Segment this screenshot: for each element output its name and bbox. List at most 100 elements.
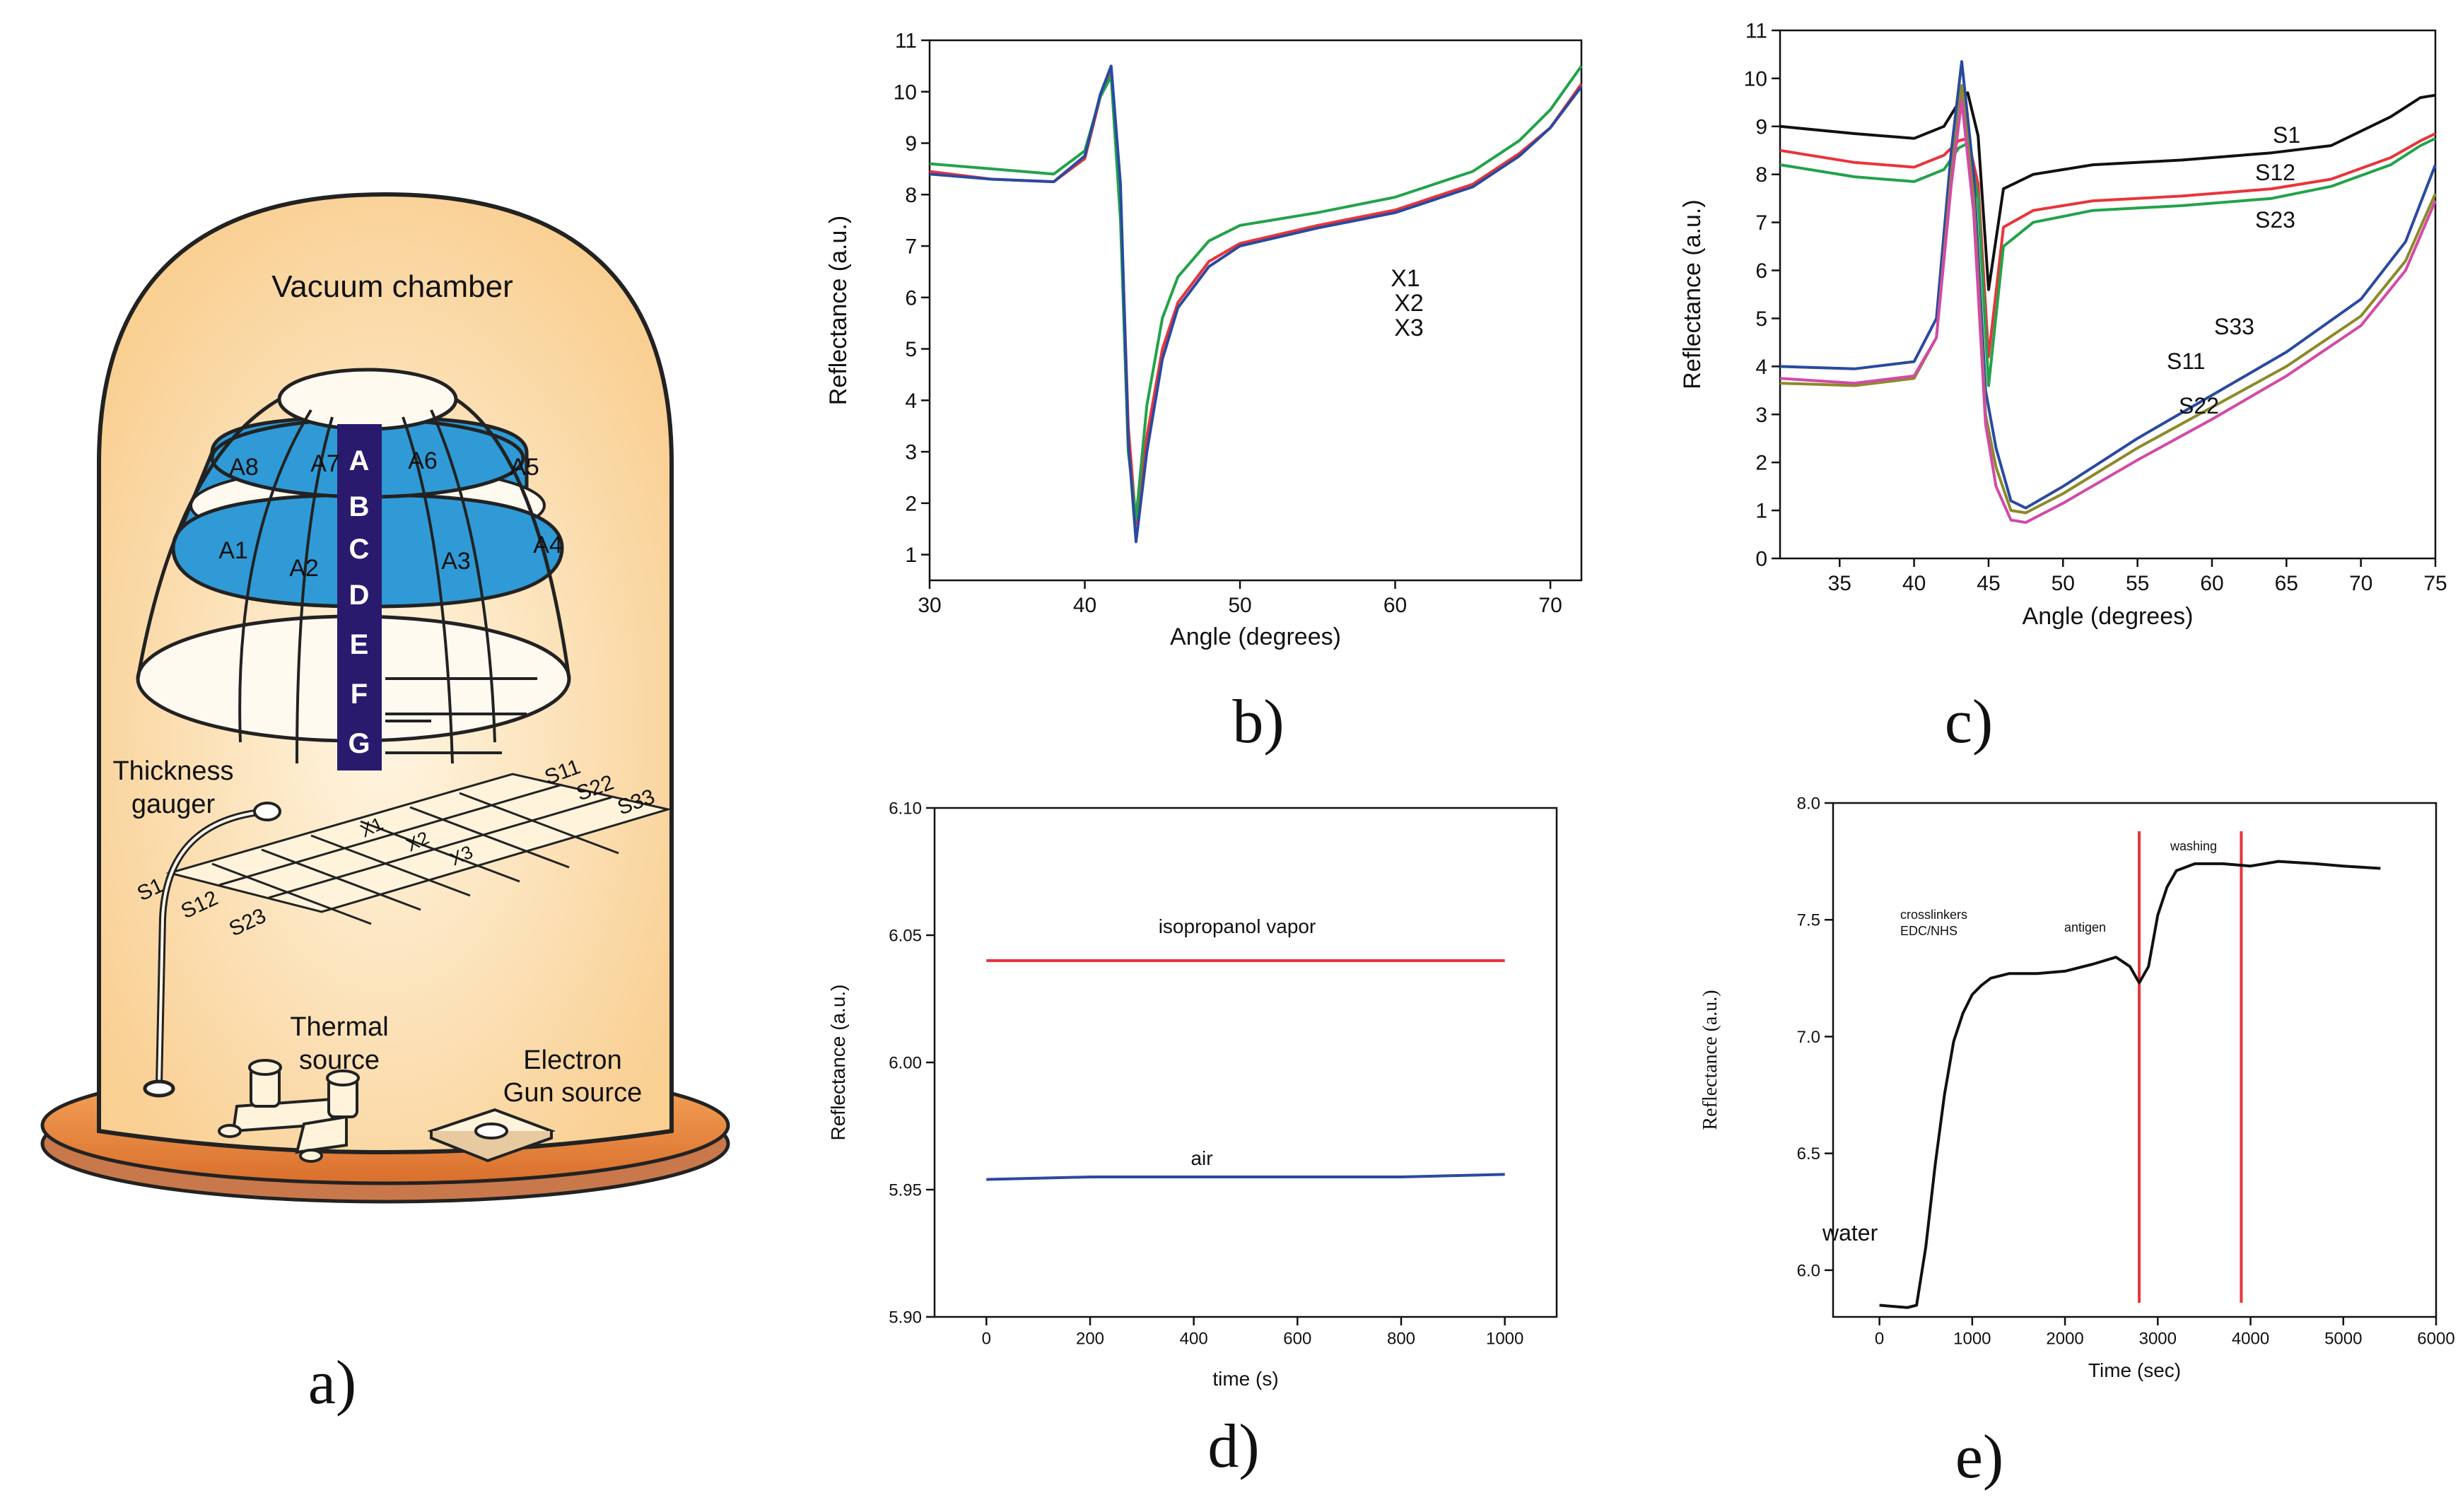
electron-gun-label-1: Electron xyxy=(523,1045,621,1075)
annotation-water: water xyxy=(1822,1220,1878,1246)
dome-lower-grid xyxy=(385,677,537,754)
y-tick-label: 7.0 xyxy=(1797,1028,1820,1047)
legend-s12: S12 xyxy=(2255,160,2295,185)
zone-f-label: F xyxy=(351,679,368,710)
x-tick-label: 5000 xyxy=(2324,1329,2362,1348)
thermal-source-label-1: Thermal xyxy=(290,1012,388,1042)
series-line-x3 xyxy=(929,64,1583,544)
series-line-x1 xyxy=(929,67,1583,525)
chart-c-legend: S1 S12 S23 S33 S11 S22 xyxy=(2167,122,2300,418)
y-tick-label: 11 xyxy=(1745,20,1767,43)
caption-b: b) xyxy=(1232,688,1284,756)
zone-g-label: G xyxy=(348,728,370,759)
zone-letters: A B C D E F G xyxy=(348,445,370,759)
y-axis-title: Reflectance (a.u.) xyxy=(825,216,852,405)
x-tick-label: 60 xyxy=(2200,572,2223,595)
y-tick-label: 10 xyxy=(894,81,917,104)
series-line-s33 xyxy=(1779,84,2437,515)
sector-a1-label: A1 xyxy=(218,537,248,564)
series-line-s23 xyxy=(1779,136,2436,387)
y-tick-label: 8.0 xyxy=(1797,794,1820,813)
caption-a: a) xyxy=(308,1349,356,1417)
x-tick-label: 200 xyxy=(1076,1329,1104,1348)
annotation-edc-nhs: EDC/NHS xyxy=(1900,924,1957,938)
series-line-s11 xyxy=(1779,60,2437,510)
legend-x1: X1 xyxy=(1391,265,1420,292)
chamber-label: Vacuum chamber xyxy=(271,269,513,304)
x-tick-label: 50 xyxy=(1228,594,1251,617)
caption-c: c) xyxy=(1945,688,1993,756)
y-tick-label: 6 xyxy=(1755,259,1767,283)
x-tick-label: 65 xyxy=(2275,572,2298,595)
chart-d: 0 200 400 600 800 1000 5.90 5.95 6.00 6.05 6.10 tim… xyxy=(827,799,1558,1390)
y-tick-label: 5.95 xyxy=(889,1180,922,1200)
sector-a8-label: A8 xyxy=(229,454,259,481)
thermal-source-icon xyxy=(218,1059,360,1163)
series-line-s22 xyxy=(1779,98,2437,524)
series-line-s1 xyxy=(1779,91,2436,291)
x-tick-label: 600 xyxy=(1283,1329,1311,1348)
x-axis-title: time (s) xyxy=(1212,1368,1278,1390)
annotation-air: air xyxy=(1190,1147,1212,1169)
y-axis-title: Reflectance (a.u.) xyxy=(1679,199,1706,389)
dome-outline xyxy=(136,397,571,679)
y-tick-label: 7 xyxy=(905,235,917,259)
electron-gun-icon xyxy=(427,1108,556,1163)
zone-e-label: E xyxy=(350,629,369,660)
x-tick-label: 400 xyxy=(1180,1329,1208,1348)
x-tick-label: 45 xyxy=(1977,572,2000,595)
annotation-crosslinkers: crosslinkers xyxy=(1900,908,1967,922)
y-tick-label: 1 xyxy=(905,544,917,567)
y-tick-label: 9 xyxy=(905,132,917,156)
series-line-air xyxy=(986,1173,1505,1181)
x-tick-label: 4000 xyxy=(2232,1329,2269,1348)
x-tick-label: 0 xyxy=(982,1329,991,1348)
zone-b-label: B xyxy=(349,491,370,522)
y-tick-label: 4 xyxy=(905,389,917,413)
y-tick-label: 0 xyxy=(1755,548,1767,571)
plot-frame xyxy=(1832,802,2437,1318)
y-axis-title: Reflectance (a.u.) xyxy=(1699,990,1721,1130)
sector-a2-label: A2 xyxy=(289,555,319,582)
sector-a3-label: A3 xyxy=(441,548,471,575)
legend-x2: X2 xyxy=(1394,290,1424,317)
chart-e-annotations: water crosslinkers EDC/NHS antigen washi… xyxy=(1822,839,2217,1246)
chart-d-annotations: isopropanol vapor air xyxy=(1159,915,1316,1169)
series-line-0 xyxy=(1879,860,2381,1309)
x-axis-title: Angle (degrees) xyxy=(1170,623,1341,650)
y-tick-label: 5 xyxy=(1755,307,1767,331)
sector-a6-label: A6 xyxy=(408,447,438,474)
x-tick-label: 70 xyxy=(1538,594,1562,617)
electron-gun-label-2: Gun source xyxy=(503,1078,642,1108)
sector-a5-label: A5 xyxy=(510,454,539,481)
chart-e: 0 1000 2000 3000 4000 5000 6000 6.0 6.5 7.0 7.5 8.0… xyxy=(1699,794,2455,1381)
y-tick-label: 2 xyxy=(905,492,917,515)
y-axis-title: Reflectance (a.u.) xyxy=(827,985,849,1141)
y-tick-label: 6.00 xyxy=(889,1053,922,1072)
plot-frame xyxy=(928,39,1583,582)
y-tick-label: 10 xyxy=(1744,67,1767,90)
legend-s23: S23 xyxy=(2255,207,2295,233)
x-tick-label: 35 xyxy=(1828,572,1851,595)
x-tick-label: 0 xyxy=(1875,1329,1884,1348)
x-tick-label: 60 xyxy=(1383,594,1407,617)
thickness-gauge-foot xyxy=(143,1079,175,1098)
zone-d-label: D xyxy=(349,580,370,611)
sector-a4-label: A4 xyxy=(533,532,563,558)
y-tick-label: 7.5 xyxy=(1797,911,1820,930)
y-tick-label: 6.5 xyxy=(1797,1144,1820,1164)
y-tick-label: 6.05 xyxy=(889,926,922,945)
dome-meridians xyxy=(238,409,496,764)
x-axis-title: Angle (degrees) xyxy=(2023,603,2194,630)
y-tick-label: 2 xyxy=(1755,452,1767,475)
x-tick-label: 1000 xyxy=(1953,1329,1991,1348)
legend-s11: S11 xyxy=(2167,348,2206,374)
annotation-washing: washing xyxy=(2170,839,2217,853)
annotation-antigen: antigen xyxy=(2064,920,2106,934)
x-tick-label: 70 xyxy=(2349,572,2372,595)
sector-a7-label: A7 xyxy=(310,450,340,477)
x-tick-label: 1000 xyxy=(1486,1329,1523,1348)
plot-frame xyxy=(1779,29,2437,560)
